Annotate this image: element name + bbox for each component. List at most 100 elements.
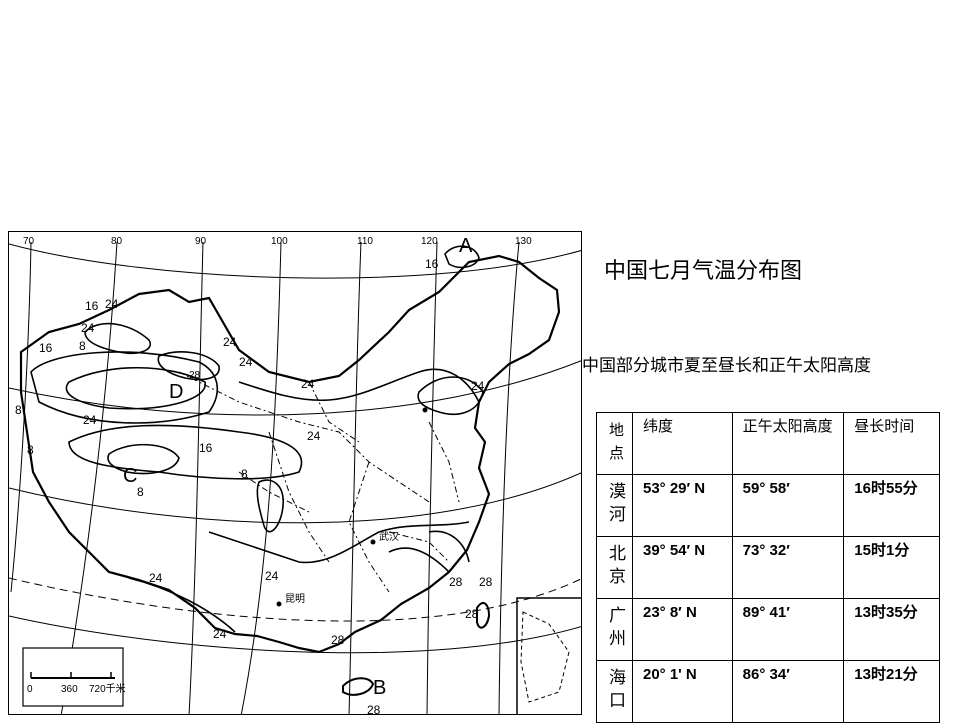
cell-latitude: 39° 54′ N — [631, 536, 733, 599]
cell-latitude: 20° 1' N — [631, 660, 733, 723]
borders — [19, 254, 581, 714]
header-day-length: 昼长时间 — [843, 412, 940, 475]
isotherm-label: 28 — [189, 370, 201, 381]
meridian-130 — [498, 241, 520, 714]
lon-label-110: 110 — [357, 236, 373, 247]
city-daylight-table: 地点 纬度 正午太阳高度 昼长时间 漠河 53° 29′ N 59° 58′ 1… — [596, 412, 940, 723]
hainan-island — [342, 677, 375, 696]
china-july-temperature-map: 70 80 90 100 110 120 130 16 24 24 16 8 2… — [8, 231, 582, 715]
cell-noon-sun: 89° 41′ — [731, 598, 845, 661]
isotherm-28-southeast — [388, 530, 470, 573]
isotherms — [30, 245, 484, 633]
isotherm-tarim-24 — [65, 366, 206, 410]
table-row: 北京 39° 54′ N 73° 32′ 15时1分 — [596, 536, 940, 599]
isotherm-label: 28 — [465, 607, 479, 621]
cell-latitude: 23° 8′ N — [631, 598, 733, 661]
isotherm-sichuan — [256, 479, 284, 533]
isotherm-labels: 16 24 24 16 8 24 8 28 24 24 8 24 8 16 24… — [15, 257, 493, 715]
isotherm-label: 16 — [425, 257, 439, 271]
cell-place: 漠河 — [596, 474, 633, 537]
header-latitude: 纬度 — [631, 412, 733, 475]
cell-noon-sun: 59° 58′ — [731, 474, 845, 537]
south-china-sea-inset — [516, 597, 581, 714]
region-label-b: B — [373, 677, 386, 699]
isotherm-label: 24 — [83, 413, 97, 427]
isotherm-label: 8 — [15, 403, 22, 417]
city-label-kunming: 昆明 — [285, 593, 305, 605]
isotherm-label: 16 — [199, 441, 213, 455]
isotherm-label: 24 — [213, 627, 227, 641]
cell-day-length: 15时1分 — [843, 536, 940, 599]
isotherm-d-loop — [157, 351, 220, 381]
lon-label-120: 120 — [421, 236, 438, 247]
city-marker-wuhan — [370, 539, 376, 545]
isotherm-dzungaria — [84, 322, 152, 355]
table-row: 广州 23° 8′ N 89° 41′ 13时35分 — [596, 598, 940, 661]
lon-label-80: 80 — [111, 236, 123, 247]
isotherm-label: 28 — [367, 703, 381, 715]
isotherm-a-loop — [444, 245, 480, 269]
cell-place: 海口 — [596, 660, 633, 723]
tropic-line — [9, 615, 581, 654]
national-border — [19, 254, 561, 654]
isotherm-label: 28 — [479, 575, 493, 589]
isotherm-outer-west — [30, 351, 218, 424]
cell-latitude: 53° 29′ N — [631, 474, 733, 537]
isotherm-tibet-16 — [68, 424, 303, 480]
city-marker-kunming — [276, 601, 282, 607]
lon-label-90: 90 — [195, 236, 207, 247]
table-title: 中国部分城市夏至昼长和正午太阳高度 — [582, 356, 871, 376]
isotherm-24-south — [128, 577, 236, 633]
region-label-d: D — [169, 381, 183, 403]
cell-day-length: 16时55分 — [843, 474, 940, 537]
isotherm-label: 8 — [241, 467, 248, 481]
isotherm-label: 16 — [85, 299, 99, 313]
cities: 武汉 昆明 — [276, 407, 428, 607]
isotherm-northeast — [417, 376, 484, 416]
graticule — [9, 241, 581, 714]
region-label-c: C — [123, 465, 137, 487]
region-label-a: A — [459, 235, 473, 257]
isotherm-label: 28 — [331, 633, 345, 647]
cell-noon-sun: 86° 34′ — [731, 660, 845, 723]
parallel-30 — [9, 472, 581, 524]
meridian-110 — [348, 241, 362, 714]
region-labels: D C B A — [123, 235, 473, 699]
isotherm-label: 24 — [307, 429, 321, 443]
longitude-labels: 70 80 90 100 110 120 130 — [23, 236, 532, 247]
header-place: 地点 — [596, 412, 633, 475]
parallel-north — [9, 243, 581, 279]
table-header-row: 地点 纬度 正午太阳高度 昼长时间 — [596, 412, 940, 475]
parallel-20 — [9, 577, 581, 622]
isotherm-24-north — [238, 368, 480, 403]
scale-bar: 0 360 720千米 — [22, 647, 126, 707]
city-label-wuhan: 武汉 — [379, 530, 399, 543]
map-title: 中国七月气温分布图 — [604, 259, 803, 284]
lon-label-100: 100 — [271, 236, 288, 247]
table-row: 漠河 53° 29′ N 59° 58′ 16时55分 — [596, 474, 940, 537]
isotherm-label: 8 — [137, 485, 144, 499]
isotherm-label: 24 — [105, 297, 119, 311]
cell-place: 北京 — [596, 536, 633, 599]
yangtze-river — [208, 521, 470, 564]
meridian-80 — [60, 241, 118, 714]
province-boundaries — [178, 371, 460, 593]
header-noon-sun: 正午太阳高度 — [731, 412, 845, 475]
scale-tick-label: 360 — [61, 684, 78, 695]
isotherm-label: 24 — [223, 335, 237, 349]
lon-label-70: 70 — [23, 236, 35, 247]
meridian-70 — [10, 241, 32, 593]
isotherm-label: 24 — [265, 569, 279, 583]
taiwan-island — [476, 601, 491, 629]
table-row: 海口 20° 1' N 86° 34′ 13时21分 — [596, 660, 940, 723]
cell-noon-sun: 73° 32′ — [731, 536, 845, 599]
cell-day-length: 13时35分 — [843, 598, 940, 661]
isotherm-label: 24 — [301, 377, 315, 391]
isotherm-label: 24 — [239, 355, 253, 369]
isotherm-label: 16 — [39, 341, 53, 355]
meridian-120 — [426, 241, 438, 714]
isotherm-label: 8 — [27, 443, 34, 457]
isotherm-label: 24 — [471, 379, 485, 393]
scale-tick-label: 720千米 — [89, 682, 126, 695]
lon-label-130: 130 — [515, 236, 532, 247]
